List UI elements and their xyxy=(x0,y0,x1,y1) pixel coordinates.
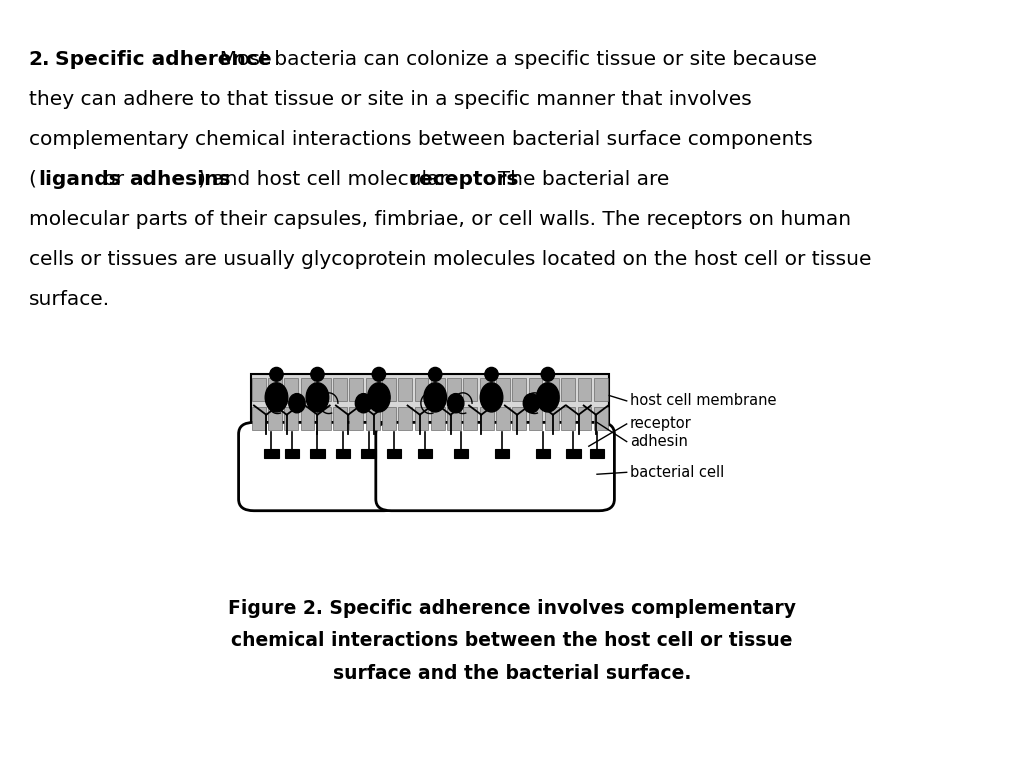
Bar xyxy=(536,449,550,458)
Bar xyxy=(594,407,607,430)
Text: receptor: receptor xyxy=(630,416,691,432)
Text: complementary chemical interactions between bacterial surface components: complementary chemical interactions betw… xyxy=(29,130,812,149)
Text: they can adhere to that tissue or site in a specific manner that involves: they can adhere to that tissue or site i… xyxy=(29,90,752,109)
Ellipse shape xyxy=(447,394,464,413)
Text: or: or xyxy=(97,170,131,189)
Bar xyxy=(415,378,428,401)
Bar xyxy=(594,378,607,401)
Ellipse shape xyxy=(265,382,288,412)
Ellipse shape xyxy=(542,367,555,381)
Bar xyxy=(264,449,279,458)
Bar xyxy=(464,378,477,401)
Ellipse shape xyxy=(372,367,385,381)
Bar xyxy=(382,378,396,401)
Ellipse shape xyxy=(311,367,324,381)
Bar xyxy=(333,407,347,430)
Text: Specific adherence: Specific adherence xyxy=(55,50,272,69)
Text: adhesins: adhesins xyxy=(129,170,230,189)
Bar xyxy=(398,378,412,401)
FancyBboxPatch shape xyxy=(376,422,614,511)
Bar xyxy=(512,407,526,430)
Text: molecular parts of their capsules, fimbriae, or cell walls. The receptors on hum: molecular parts of their capsules, fimbr… xyxy=(29,210,851,229)
Bar xyxy=(545,378,559,401)
Bar xyxy=(285,407,298,430)
Bar xyxy=(252,378,265,401)
Ellipse shape xyxy=(480,382,503,412)
Text: chemical interactions between the host cell or tissue: chemical interactions between the host c… xyxy=(231,631,793,650)
Bar xyxy=(561,378,575,401)
Bar xyxy=(512,378,526,401)
Bar xyxy=(285,449,299,458)
Bar xyxy=(301,378,314,401)
Text: ) and host cell molecular: ) and host cell molecular xyxy=(198,170,454,189)
Ellipse shape xyxy=(424,382,446,412)
Bar xyxy=(336,449,350,458)
Ellipse shape xyxy=(523,394,540,413)
Bar xyxy=(480,378,494,401)
Text: adhesin: adhesin xyxy=(630,434,688,449)
Bar xyxy=(495,449,509,458)
Text: Figure 2. Specific adherence involves complementary: Figure 2. Specific adherence involves co… xyxy=(228,599,796,618)
Bar xyxy=(316,407,331,430)
Bar xyxy=(285,378,298,401)
Ellipse shape xyxy=(289,394,305,413)
Text: Most bacteria can colonize a specific tissue or site because: Most bacteria can colonize a specific ti… xyxy=(207,50,817,69)
Ellipse shape xyxy=(428,367,442,381)
Bar xyxy=(528,407,543,430)
Ellipse shape xyxy=(355,394,372,413)
Text: 2.: 2. xyxy=(29,50,50,69)
Bar xyxy=(382,407,396,430)
Bar xyxy=(496,378,510,401)
Bar xyxy=(480,407,494,430)
Text: . The bacterial are: . The bacterial are xyxy=(485,170,670,189)
Bar xyxy=(431,407,444,430)
Ellipse shape xyxy=(306,382,329,412)
Ellipse shape xyxy=(368,382,390,412)
Bar xyxy=(252,407,265,430)
Bar xyxy=(590,449,604,458)
Bar xyxy=(349,407,364,430)
Bar xyxy=(316,378,331,401)
Text: receptors: receptors xyxy=(410,170,519,189)
Bar xyxy=(418,449,432,458)
Text: surface and the bacterial surface.: surface and the bacterial surface. xyxy=(333,664,691,683)
Text: host cell membrane: host cell membrane xyxy=(630,393,776,409)
Bar xyxy=(431,378,444,401)
Bar xyxy=(566,449,581,458)
Bar xyxy=(447,407,461,430)
Ellipse shape xyxy=(537,382,559,412)
FancyBboxPatch shape xyxy=(239,422,399,511)
Bar xyxy=(578,407,592,430)
Bar xyxy=(387,449,401,458)
Text: surface.: surface. xyxy=(29,290,110,309)
Text: ligands: ligands xyxy=(38,170,121,189)
Bar xyxy=(561,407,575,430)
Bar xyxy=(361,449,376,458)
Bar xyxy=(366,378,380,401)
Bar xyxy=(528,378,543,401)
Bar xyxy=(415,407,428,430)
Bar xyxy=(545,407,559,430)
Bar xyxy=(464,407,477,430)
Bar xyxy=(398,407,412,430)
Bar xyxy=(251,374,609,432)
Bar xyxy=(366,407,380,430)
Bar xyxy=(578,378,592,401)
Ellipse shape xyxy=(485,367,498,381)
Text: bacterial cell: bacterial cell xyxy=(630,465,724,480)
Bar xyxy=(310,449,325,458)
Bar xyxy=(268,378,282,401)
Bar xyxy=(447,378,461,401)
Text: (: ( xyxy=(29,170,37,189)
Bar xyxy=(301,407,314,430)
Text: cells or tissues are usually glycoprotein molecules located on the host cell or : cells or tissues are usually glycoprotei… xyxy=(29,250,871,269)
Bar xyxy=(454,449,468,458)
Bar xyxy=(349,378,364,401)
Ellipse shape xyxy=(270,367,283,381)
Bar xyxy=(333,378,347,401)
Bar xyxy=(496,407,510,430)
Bar xyxy=(268,407,282,430)
